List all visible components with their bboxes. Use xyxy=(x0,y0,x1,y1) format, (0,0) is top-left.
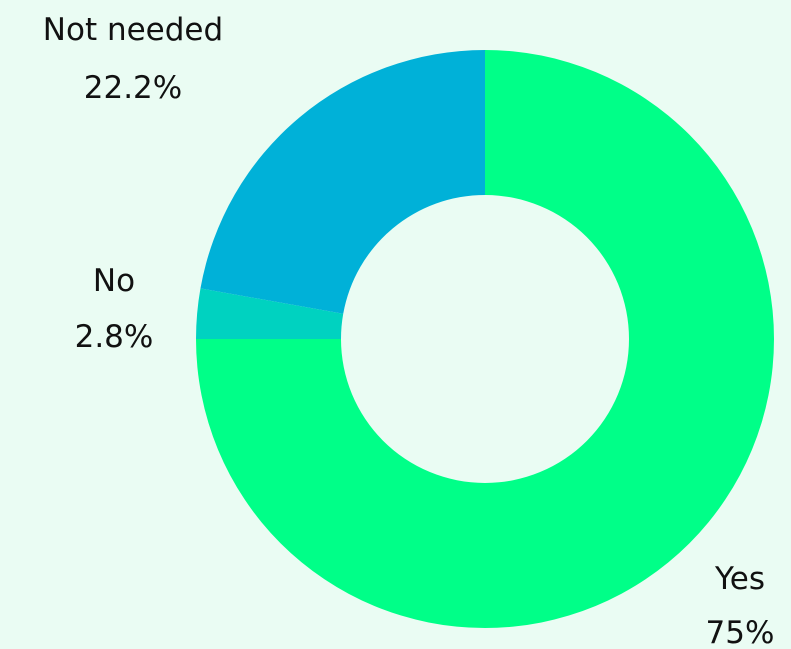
label-no-value: 2.8% xyxy=(75,319,154,355)
label-yes-name: Yes xyxy=(714,561,765,597)
label-no-name: No xyxy=(93,263,135,299)
slice-yes xyxy=(196,50,774,628)
label-not-needed-name: Not needed xyxy=(43,12,223,48)
donut-slices xyxy=(196,50,774,628)
label-yes-value: 75% xyxy=(706,615,775,649)
slice-no xyxy=(196,288,344,339)
slice-not-needed xyxy=(200,50,485,314)
label-not-needed-value: 22.2% xyxy=(84,70,182,106)
